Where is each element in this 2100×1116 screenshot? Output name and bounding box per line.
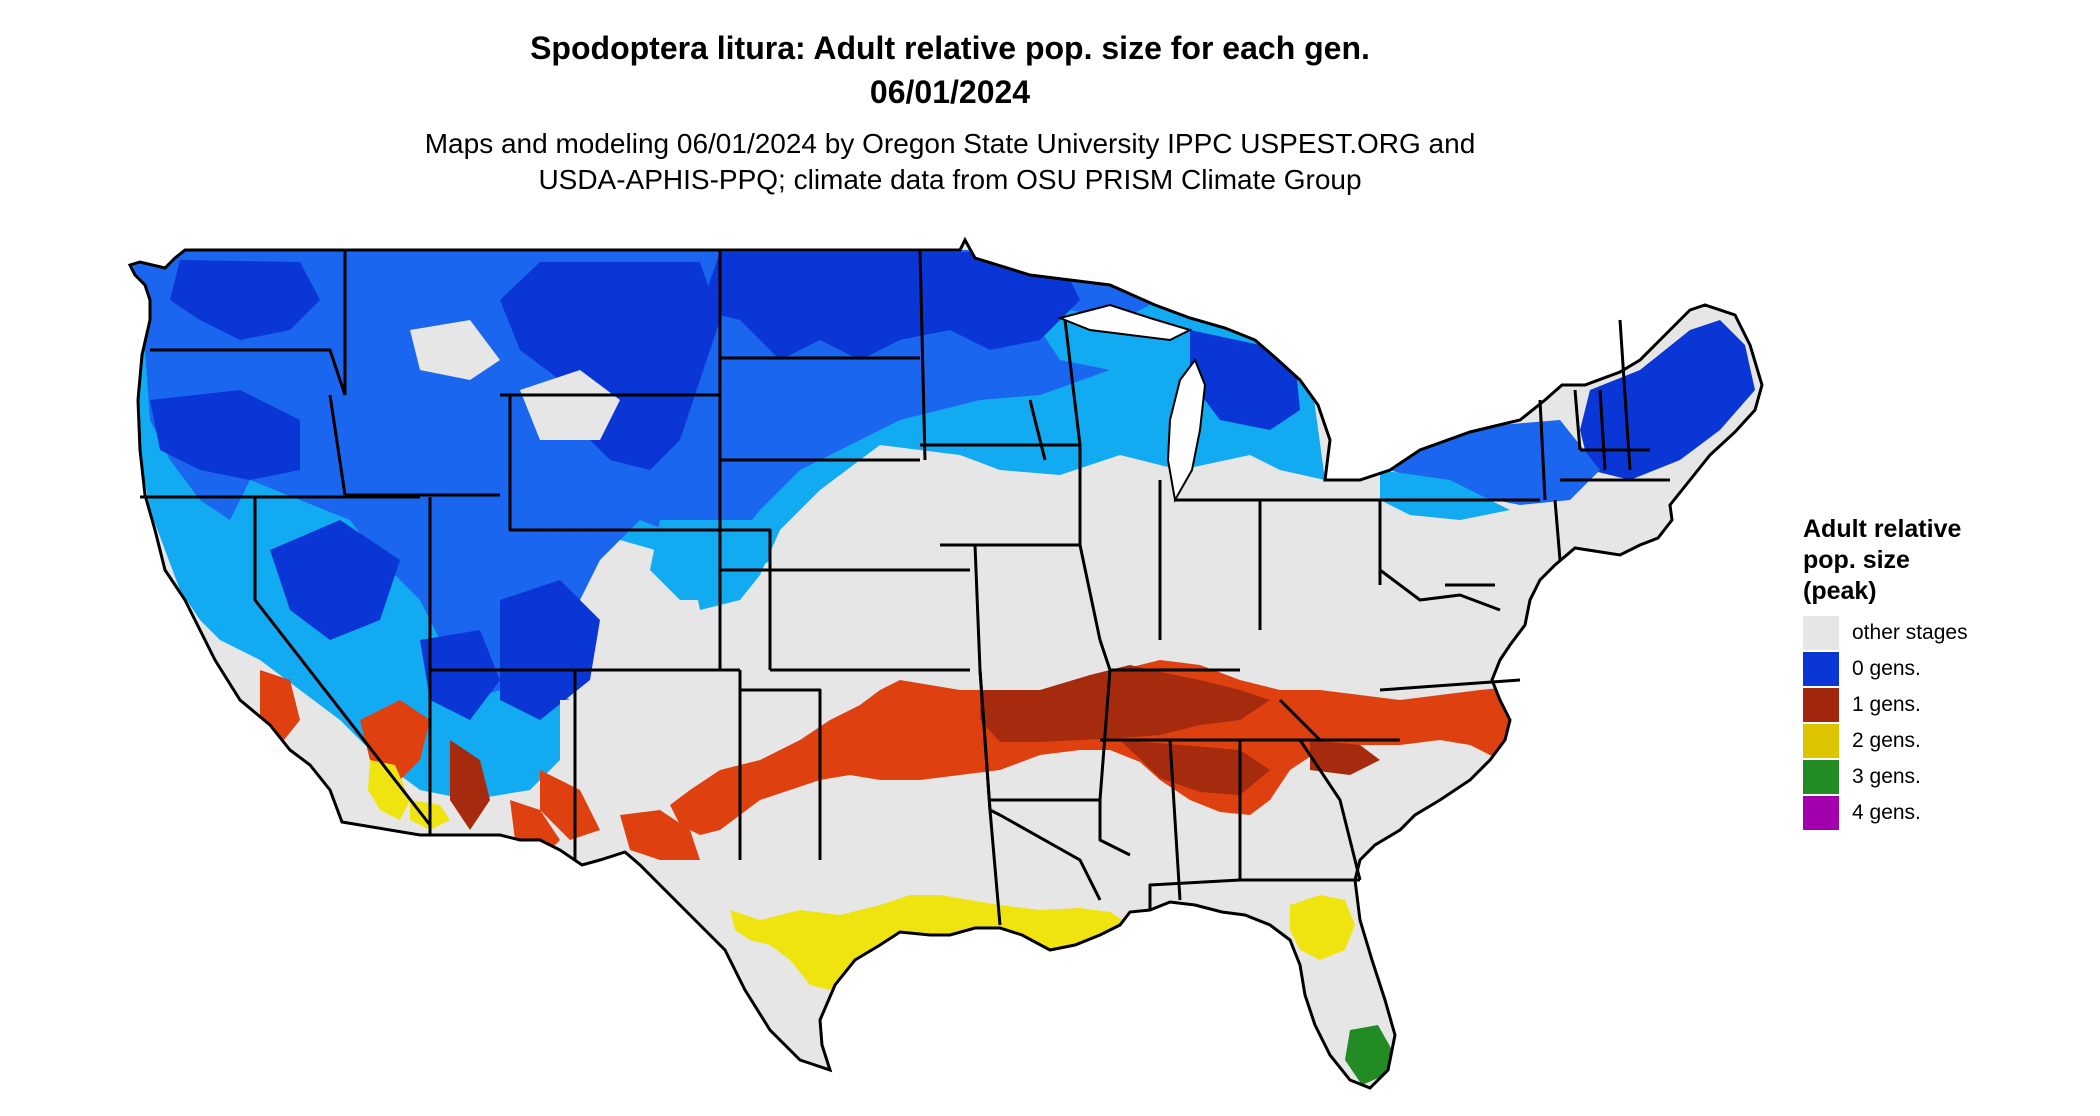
- legend-title-line-3: (peak): [1803, 577, 1877, 605]
- legend-swatch-2-gens: [1803, 724, 1839, 758]
- legend-swatch-1-gens: [1803, 688, 1839, 722]
- legend-label-4-gens: 4 gens.: [1852, 801, 1921, 824]
- map-title: Spodoptera litura: Adult relative pop. s…: [530, 30, 1370, 66]
- map-credit-line-2: USDA-APHIS-PPQ; climate data from OSU PR…: [538, 164, 1362, 195]
- legend-swatch-0-gens: [1803, 652, 1839, 686]
- state-boundaries: [140, 249, 1670, 926]
- legend-label-2-gens: 2 gens.: [1852, 729, 1921, 752]
- lake-superior: [1056, 303, 1193, 342]
- legend-title-line-2: pop. size: [1803, 546, 1910, 574]
- legend-label-1-gens: 1 gens.: [1852, 693, 1921, 716]
- zone-3-gens-south: [835, 1025, 1392, 1085]
- legend-title-line-1: Adult relative: [1803, 515, 1962, 543]
- legend-label-3-gens: 3 gens.: [1852, 765, 1921, 788]
- lake-michigan: [1166, 357, 1207, 503]
- legend-swatch-3-gens: [1803, 760, 1839, 794]
- legend-swatch-other-stages: [1803, 616, 1839, 650]
- map-date: 06/01/2024: [869, 74, 1031, 110]
- legend-label-other-stages: other stages: [1852, 621, 1968, 644]
- legend-label-0-gens: 0 gens.: [1852, 657, 1921, 680]
- map-credit-line-1: Maps and modeling 06/01/2024 by Oregon S…: [424, 128, 1476, 159]
- legend-swatch-4-gens: [1803, 796, 1839, 830]
- zone-1-gens-band: [260, 660, 1520, 860]
